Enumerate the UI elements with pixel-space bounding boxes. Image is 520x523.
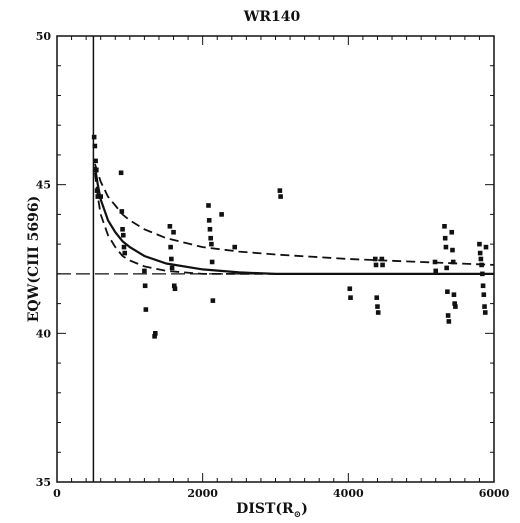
data-point bbox=[91, 134, 97, 140]
y-tick-label: 50 bbox=[36, 30, 52, 43]
data-point bbox=[277, 188, 283, 193]
x-tick-label: 0 bbox=[53, 487, 61, 500]
data-point bbox=[482, 310, 488, 315]
data-point bbox=[95, 194, 101, 199]
x-axis-title: DIST(R⊙) bbox=[236, 501, 308, 520]
data-point bbox=[480, 283, 486, 289]
data-point bbox=[169, 265, 175, 271]
data-point bbox=[483, 244, 489, 250]
x-axis-title-main: DIST(R bbox=[236, 501, 294, 517]
data-point bbox=[347, 286, 353, 292]
data-point bbox=[120, 232, 126, 238]
data-point bbox=[121, 244, 127, 250]
data-point bbox=[93, 158, 98, 164]
x-axis-title-close: ) bbox=[301, 501, 308, 517]
data-points bbox=[91, 134, 489, 339]
data-point bbox=[450, 259, 456, 265]
data-point bbox=[445, 289, 450, 295]
y-tick-label: 40 bbox=[36, 327, 52, 340]
x-tick-label: 4000 bbox=[333, 487, 364, 500]
model-curve-dashed bbox=[94, 172, 494, 275]
data-point bbox=[206, 218, 212, 223]
data-point bbox=[171, 229, 176, 235]
data-point bbox=[219, 212, 224, 217]
data-point bbox=[477, 241, 482, 247]
data-point bbox=[453, 304, 458, 309]
data-point bbox=[432, 259, 438, 265]
data-point bbox=[442, 223, 447, 229]
x-axis-title-sub: ⊙ bbox=[294, 510, 302, 520]
data-point bbox=[142, 268, 147, 274]
data-point bbox=[209, 259, 215, 265]
data-point bbox=[482, 304, 487, 309]
data-point bbox=[446, 319, 452, 324]
model-curve-solid bbox=[93, 166, 494, 275]
data-point bbox=[153, 331, 158, 336]
data-point bbox=[208, 235, 213, 241]
axis-ticks bbox=[56, 35, 495, 483]
data-point bbox=[122, 250, 128, 256]
data-point bbox=[94, 188, 100, 193]
data-point bbox=[451, 292, 457, 297]
data-point bbox=[210, 298, 216, 303]
y-tick-label: 45 bbox=[36, 179, 51, 192]
data-point bbox=[142, 283, 148, 289]
y-axis-title: EQW(CIII 5696) bbox=[26, 196, 42, 322]
data-point bbox=[118, 170, 124, 176]
data-point bbox=[375, 310, 381, 315]
x-tick-label: 6000 bbox=[479, 487, 510, 500]
plot-area: 0 2000 4000 6000 35 40 45 50 bbox=[36, 30, 510, 500]
data-point bbox=[168, 244, 173, 250]
data-point bbox=[119, 209, 125, 214]
data-point bbox=[478, 256, 484, 262]
data-point bbox=[152, 334, 157, 339]
data-point bbox=[479, 262, 484, 268]
data-point bbox=[380, 262, 385, 268]
data-point bbox=[445, 313, 451, 318]
data-point bbox=[452, 301, 457, 306]
plot-frame bbox=[56, 35, 495, 483]
data-point bbox=[232, 244, 238, 250]
data-point bbox=[209, 241, 214, 247]
data-point bbox=[374, 295, 380, 300]
data-point bbox=[120, 226, 125, 232]
reference-lines bbox=[57, 36, 494, 482]
y-tick-label: 35 bbox=[36, 476, 51, 489]
data-point bbox=[373, 262, 379, 268]
chart-title: WR140 bbox=[243, 9, 301, 25]
data-point bbox=[92, 143, 98, 149]
data-point bbox=[449, 229, 455, 235]
data-point bbox=[480, 271, 485, 277]
data-point bbox=[433, 268, 439, 274]
data-point bbox=[443, 244, 449, 250]
model-curves bbox=[93, 163, 495, 275]
data-point bbox=[172, 286, 178, 292]
data-point bbox=[481, 292, 487, 297]
data-point bbox=[206, 203, 211, 208]
data-point bbox=[477, 250, 483, 256]
data-point bbox=[444, 265, 449, 271]
data-point bbox=[167, 223, 173, 229]
data-point bbox=[169, 256, 174, 262]
tick-labels: 0 2000 4000 6000 35 40 45 50 bbox=[36, 30, 510, 500]
data-point bbox=[143, 307, 149, 312]
data-point bbox=[207, 226, 213, 232]
data-point bbox=[278, 194, 283, 199]
data-point bbox=[375, 304, 380, 309]
data-point bbox=[348, 295, 353, 300]
data-point bbox=[171, 283, 177, 289]
data-point bbox=[379, 256, 385, 262]
x-tick-label: 2000 bbox=[187, 487, 218, 500]
data-point bbox=[372, 256, 378, 262]
data-point bbox=[94, 167, 99, 173]
data-point bbox=[98, 194, 103, 199]
model-curve-dashed bbox=[94, 163, 495, 266]
data-point bbox=[450, 247, 455, 253]
data-point bbox=[442, 235, 448, 241]
